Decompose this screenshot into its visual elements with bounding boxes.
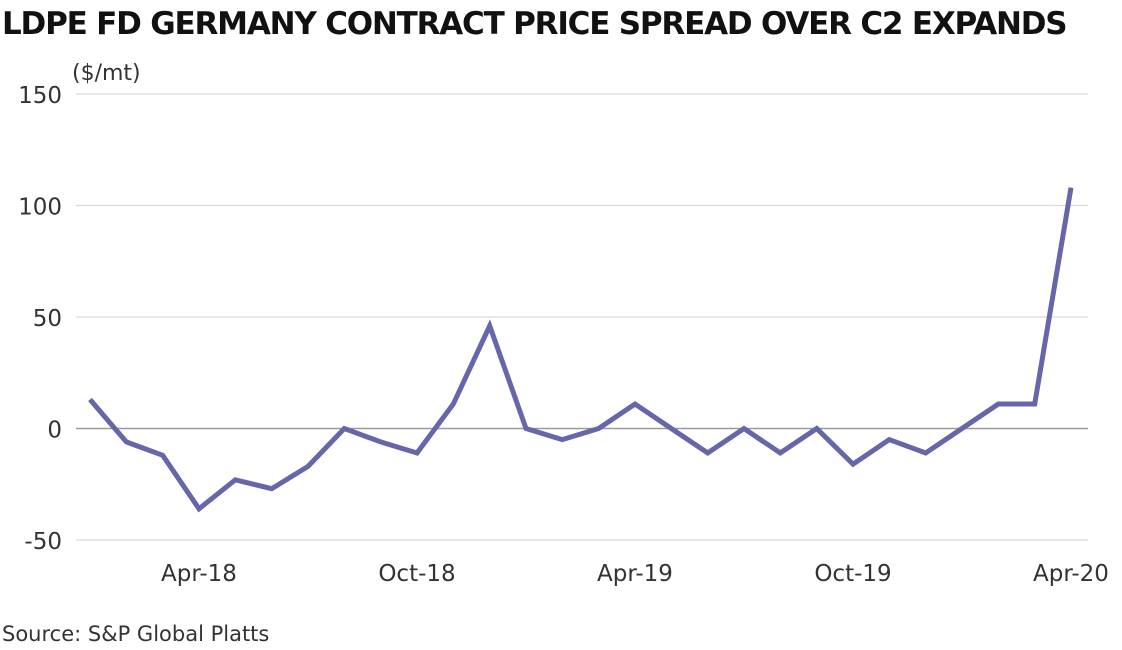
y-tick-label: 50 bbox=[33, 306, 62, 332]
data-point bbox=[160, 453, 165, 458]
data-point bbox=[1032, 401, 1037, 406]
data-point bbox=[451, 401, 456, 406]
data-point bbox=[487, 323, 492, 328]
chart-title: LDPE FD GERMANY CONTRACT PRICE SPREAD OV… bbox=[2, 6, 1066, 42]
data-point bbox=[1069, 185, 1074, 190]
data-point bbox=[887, 437, 892, 442]
data-point bbox=[306, 464, 311, 469]
x-tick-label: Oct-19 bbox=[814, 561, 891, 587]
data-point bbox=[233, 477, 238, 482]
data-point bbox=[524, 426, 529, 431]
series-layer bbox=[88, 185, 1074, 513]
y-axis-ticks: -50 0 50 100 150 bbox=[18, 83, 62, 555]
data-point bbox=[342, 426, 347, 431]
data-point bbox=[124, 439, 129, 444]
data-point bbox=[669, 426, 674, 431]
y-tick-label: 150 bbox=[18, 83, 62, 109]
x-tick-label: Oct-18 bbox=[378, 561, 455, 587]
source-note: Source: S&P Global Platts bbox=[2, 622, 269, 646]
x-tick-label: Apr-20 bbox=[1033, 561, 1109, 587]
x-tick-label: Apr-18 bbox=[161, 561, 237, 587]
data-point bbox=[923, 451, 928, 456]
series-line bbox=[88, 187, 1074, 513]
unit-label: ($/mt) bbox=[72, 61, 141, 86]
data-point bbox=[88, 397, 93, 402]
y-tick-label: -50 bbox=[24, 529, 62, 555]
data-point bbox=[633, 401, 638, 406]
data-point bbox=[269, 486, 274, 491]
data-point bbox=[560, 437, 565, 442]
data-point bbox=[814, 426, 819, 431]
data-point bbox=[705, 451, 710, 456]
x-axis-ticks: Apr-18 Oct-18 Apr-19 Oct-19 Apr-20 bbox=[161, 561, 1109, 587]
data-point bbox=[996, 401, 1001, 406]
data-point bbox=[960, 426, 965, 431]
data-point bbox=[197, 506, 202, 511]
x-tick-label: Apr-19 bbox=[597, 561, 673, 587]
data-point bbox=[742, 426, 747, 431]
data-point bbox=[378, 439, 383, 444]
y-tick-label: 100 bbox=[18, 195, 62, 221]
data-point bbox=[851, 462, 856, 467]
y-tick-label: 0 bbox=[47, 418, 62, 444]
data-point bbox=[415, 451, 420, 456]
data-point bbox=[778, 451, 783, 456]
gridlines bbox=[76, 93, 1088, 541]
data-point bbox=[596, 426, 601, 431]
